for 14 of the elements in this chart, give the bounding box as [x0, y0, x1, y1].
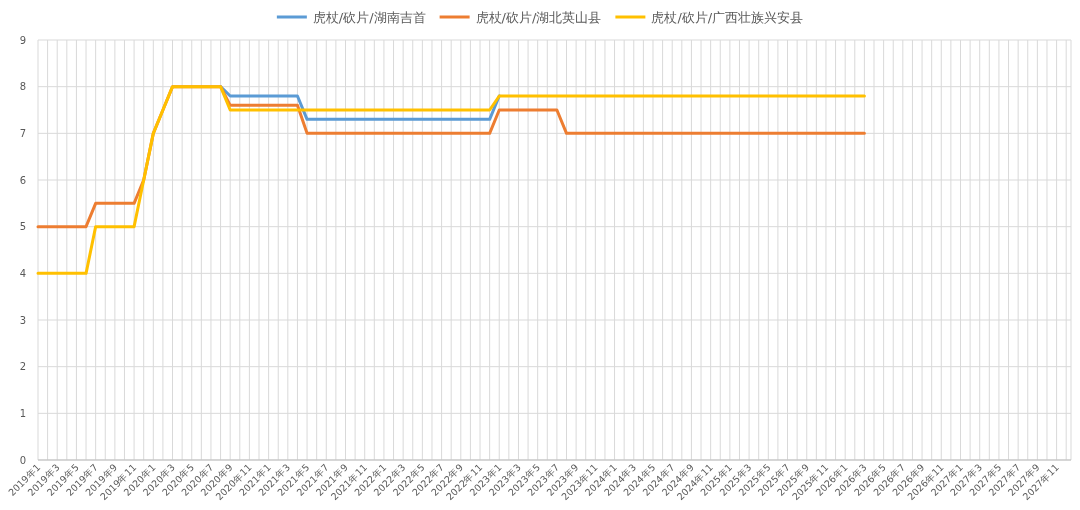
y-tick-label: 7 [19, 127, 26, 139]
y-tick-label: 0 [19, 454, 26, 466]
y-tick-label: 8 [19, 81, 26, 93]
y-tick-label: 3 [19, 314, 26, 326]
y-tick-label: 4 [19, 267, 26, 279]
line-series [36, 85, 866, 275]
y-tick-label: 6 [19, 174, 26, 186]
legend-label: 虎杖/砍片/湖南吉首 [312, 9, 426, 25]
legend-label: 虎杖/砍片/广西壮族兴安县 [651, 9, 804, 25]
y-tick-label: 1 [19, 407, 26, 419]
y-tick-label: 9 [19, 34, 26, 46]
y-tick-label: 5 [19, 221, 26, 233]
y-tick-label: 2 [19, 361, 26, 373]
legend-label: 虎杖/砍片/湖北英山县 [475, 9, 602, 25]
